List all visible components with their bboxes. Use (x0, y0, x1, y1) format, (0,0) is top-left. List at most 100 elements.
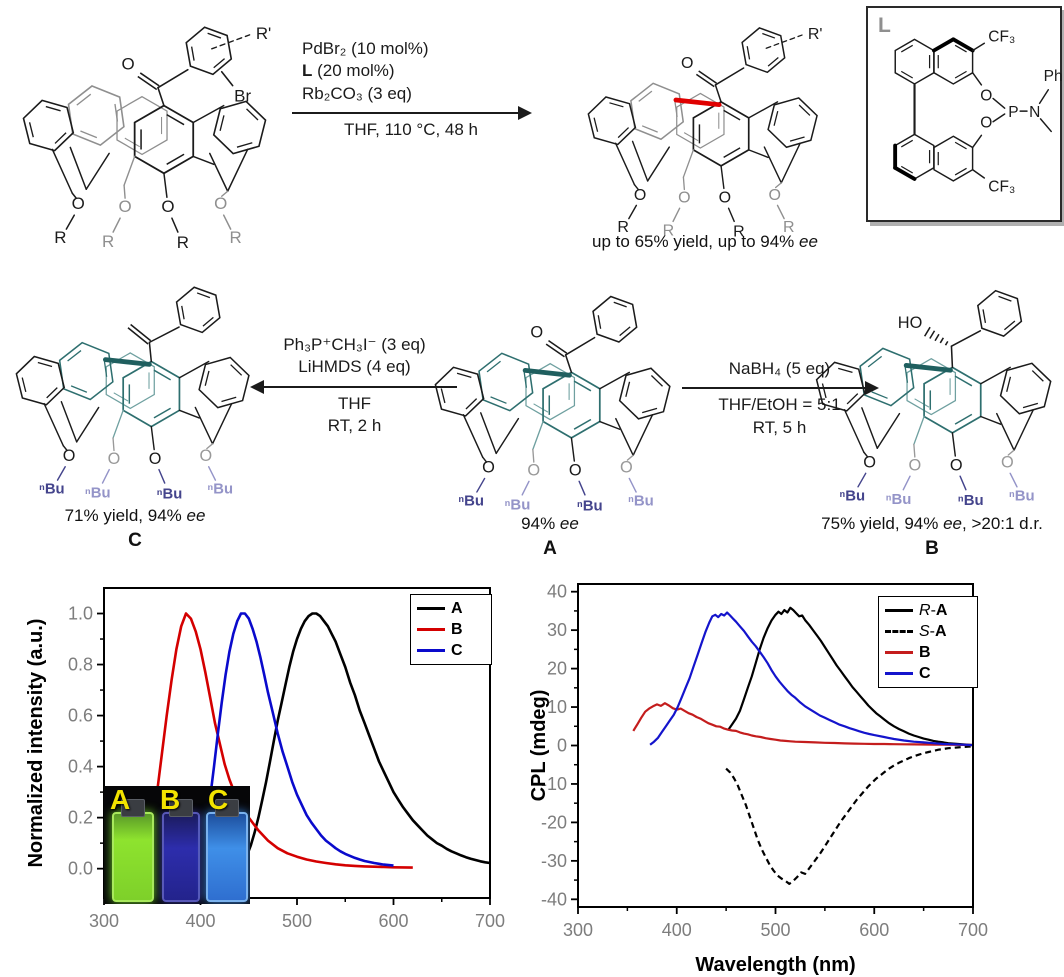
svg-text:0.0: 0.0 (68, 859, 93, 879)
condition-line: THF (337, 393, 372, 413)
reaction-arrow-right (682, 381, 879, 396)
svg-text:ⁿBu: ⁿBu (839, 487, 865, 504)
svg-text:0.8: 0.8 (68, 655, 93, 675)
legend-entry: C (885, 663, 969, 684)
svg-text:500: 500 (760, 920, 790, 940)
svg-text:ⁿBu: ⁿBu (1009, 487, 1035, 504)
svg-text:O: O (678, 190, 690, 207)
photoluminescence-chart: 300 400 500 600 700 0.0 0.2 0.4 0.6 0.8 1.0 Normali… (25, 587, 505, 931)
svg-text:R: R (230, 228, 242, 247)
svg-text:ⁿBu: ⁿBu (458, 492, 484, 509)
svg-text:ⁿBu: ⁿBu (628, 492, 654, 509)
svg-text:O: O (950, 456, 963, 474)
condition-line: PdBr₂ (10 mol%) (302, 39, 429, 58)
svg-text:-40: -40 (541, 889, 567, 909)
cuvette-B (162, 799, 200, 902)
condition-line: LiHMDS (4 eq) (298, 357, 411, 377)
cuvette-C (206, 799, 248, 902)
svg-text:300: 300 (563, 920, 593, 940)
svg-text:N: N (1029, 104, 1040, 121)
svg-text:R: R (733, 223, 745, 240)
svg-text:O: O (863, 454, 876, 472)
svg-text:R: R (783, 219, 795, 236)
svg-text:0: 0 (557, 736, 567, 756)
legend-label: S-A (919, 622, 947, 640)
reaction-conditions-arylation: PdBr₂ (10 mol%) L (20 mol%) Rb₂CO₃ (3 eq… (292, 38, 532, 142)
svg-text:O: O (980, 87, 992, 104)
svg-text:Wavelength (nm): Wavelength (nm) (695, 954, 855, 976)
legend-entry: B (417, 619, 483, 640)
compound-B-caption: 75% yield, 94% ee, >20:1 d.r. (821, 514, 1043, 533)
svg-text:ⁿBu: ⁿBu (85, 485, 111, 501)
svg-text:0.2: 0.2 (68, 808, 93, 828)
cpl-legend: R-A S-A B C (878, 596, 978, 688)
svg-text:O: O (530, 324, 543, 342)
svg-text:ⁿBu: ⁿBu (886, 491, 912, 508)
svg-text:Ph: Ph (1044, 68, 1063, 85)
condition-line: THF/EtOH = 5:1 (718, 395, 841, 415)
legend-line-sample (417, 607, 445, 610)
reaction-arrow-left (250, 379, 457, 394)
svg-text:CF₃: CF₃ (988, 28, 1015, 45)
inset-label-A: A (110, 786, 131, 815)
cuvette-A (112, 799, 154, 902)
legend-line-sample (885, 672, 913, 675)
legend-entry: C (417, 640, 483, 661)
svg-text:10: 10 (547, 697, 567, 717)
inset-label-C: C (208, 786, 229, 815)
svg-text:O: O (908, 456, 921, 474)
condition-line: Rb₂CO₃ (3 eq) (302, 83, 412, 103)
condition-line: RT, 2 h (327, 416, 382, 436)
svg-text:O: O (161, 197, 174, 216)
cuvette-cap (121, 799, 145, 817)
svg-text:400: 400 (662, 920, 692, 940)
legend-entry: R-A (885, 600, 969, 621)
cuvette-photo-inset: A B C (104, 786, 250, 904)
svg-text:O: O (768, 187, 780, 204)
svg-text:-20: -20 (541, 812, 567, 832)
ligand-box: L CF₃ CF₃ O O P N Ph (866, 6, 1063, 222)
svg-text:O: O (1001, 454, 1014, 472)
svg-text:R: R (663, 223, 675, 240)
svg-text:O: O (108, 450, 121, 468)
structure-ligand: CF₃ CF₃ OOP N Ph (893, 28, 1063, 196)
svg-text:600: 600 (378, 911, 408, 931)
condition-line: RT, 5 h (752, 417, 807, 437)
legend-label: C (919, 664, 931, 682)
svg-text:-10: -10 (541, 774, 567, 794)
legend-label: B (919, 643, 931, 661)
compound-C-caption: 71% yield, 94% ee (64, 506, 206, 525)
legend-label: B (451, 620, 463, 638)
legend-line-sample (417, 628, 445, 631)
svg-text:500: 500 (282, 911, 312, 931)
svg-text:O: O (620, 459, 633, 477)
svg-text:20: 20 (547, 659, 567, 679)
svg-text:CPL (mdeg): CPL (mdeg) (528, 690, 550, 802)
condition-line: THF, 110 °C, 48 h (343, 120, 479, 140)
svg-text:400: 400 (185, 911, 215, 931)
svg-text:O: O (63, 447, 76, 465)
svg-text:O: O (121, 55, 134, 74)
svg-text:R: R (102, 232, 114, 251)
condition-line: NaBH₄ (5 eq) (728, 359, 831, 378)
legend-entry: S-A (885, 621, 969, 642)
svg-text:30: 30 (547, 620, 567, 640)
product-caption: up to 65% yield, up to 94% ee (592, 232, 818, 251)
cpl-chart: 300 400 500 600 700 -40 -30 -20 -10 0 10 20 30 40 CPL … (528, 582, 988, 976)
legend-label: A (451, 599, 463, 617)
svg-text:40: 40 (547, 582, 567, 602)
svg-text:O: O (681, 55, 693, 72)
legend-line-sample (885, 609, 913, 612)
svg-text:O: O (569, 462, 582, 480)
compound-C-letter: C (128, 530, 142, 551)
legend-line-sample (885, 651, 913, 654)
condition-line: L (20 mol%) (302, 61, 395, 81)
svg-text:O: O (482, 459, 495, 477)
svg-text:O: O (634, 187, 646, 204)
svg-text:CF₃: CF₃ (988, 179, 1015, 196)
legend-label: C (451, 641, 463, 659)
